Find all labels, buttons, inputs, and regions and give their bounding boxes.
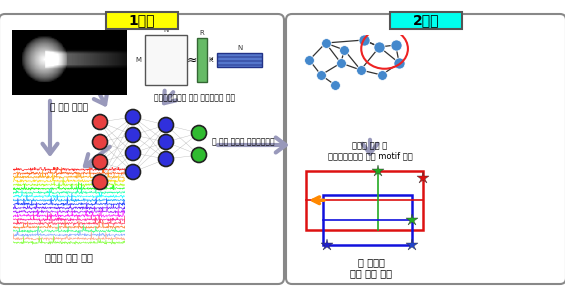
Text: N: N — [237, 45, 242, 51]
Text: M: M — [135, 57, 141, 63]
Text: 비음행렬분해를 통한 학습데이터 생성: 비음행렬분해를 통한 학습데이터 생성 — [154, 93, 236, 102]
Circle shape — [192, 148, 206, 162]
Bar — [217, 64, 262, 66]
Circle shape — [159, 135, 173, 150]
Bar — [217, 55, 262, 58]
Circle shape — [125, 164, 141, 180]
FancyBboxPatch shape — [106, 12, 177, 28]
Text: 1단계: 1단계 — [128, 13, 155, 27]
Bar — [197, 38, 207, 82]
Circle shape — [93, 175, 107, 189]
Bar — [12, 30, 127, 95]
Text: 뇌 기능 이미징: 뇌 기능 이미징 — [50, 103, 89, 112]
Text: R: R — [199, 30, 205, 36]
Text: ≈: ≈ — [187, 53, 197, 66]
Circle shape — [159, 151, 173, 166]
Bar — [217, 59, 262, 62]
Circle shape — [93, 155, 107, 169]
Circle shape — [93, 115, 107, 130]
Circle shape — [93, 135, 107, 150]
Circle shape — [159, 117, 173, 133]
Text: 뇌 신경망
연산 유닛 발견: 뇌 신경망 연산 유닛 발견 — [350, 257, 392, 279]
Circle shape — [125, 146, 141, 160]
Circle shape — [125, 110, 141, 124]
Text: 2단계: 2단계 — [413, 13, 439, 27]
Text: 전기적 신호 추출: 전기적 신호 추출 — [45, 252, 93, 262]
Text: K: K — [208, 57, 213, 63]
Bar — [217, 53, 262, 67]
Text: N: N — [163, 27, 168, 33]
FancyBboxPatch shape — [286, 14, 565, 284]
Circle shape — [125, 128, 141, 142]
Text: 뇌 기능 이미지 세그멘테이션: 뇌 기능 이미지 세그멘테이션 — [212, 137, 275, 146]
Text: ·: · — [210, 53, 214, 67]
FancyBboxPatch shape — [0, 14, 284, 284]
FancyBboxPatch shape — [390, 12, 462, 28]
Bar — [145, 35, 187, 85]
Circle shape — [192, 126, 206, 140]
Text: 그래프 구성 및
데이터마이닝을 통한 motif 추출: 그래프 구성 및 데이터마이닝을 통한 motif 추출 — [328, 141, 412, 160]
